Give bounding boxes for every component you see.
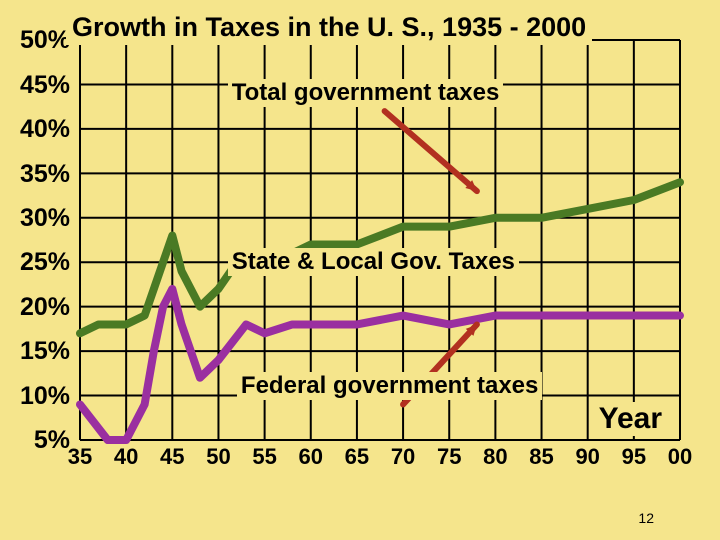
series-label-state_local: State & Local Gov. Taxes	[228, 248, 519, 276]
y-tick-label: 10%	[0, 382, 70, 411]
x-tick-label: 00	[660, 444, 700, 470]
x-tick-label: 55	[245, 444, 285, 470]
y-tick-label: 25%	[0, 248, 70, 277]
y-tick-label: 50%	[0, 26, 70, 55]
y-tick-label: 15%	[0, 337, 70, 366]
x-tick-label: 60	[291, 444, 331, 470]
slide: 50%45%40%35%30%25%20%15%10%5%35404550556…	[0, 0, 720, 540]
y-tick-label: 35%	[0, 160, 70, 189]
x-tick-label: 85	[522, 444, 562, 470]
x-tick-label: 65	[337, 444, 377, 470]
x-tick-label: 90	[568, 444, 608, 470]
slide-number: 12	[638, 510, 654, 526]
y-tick-label: 20%	[0, 293, 70, 322]
x-tick-label: 40	[106, 444, 146, 470]
series-label-federal: Federal government taxes	[237, 372, 542, 400]
x-tick-label: 70	[383, 444, 423, 470]
x-tick-label: 75	[429, 444, 469, 470]
x-axis-title: Year	[595, 402, 666, 436]
x-tick-label: 45	[152, 444, 192, 470]
y-tick-label: 45%	[0, 71, 70, 100]
x-tick-label: 95	[614, 444, 654, 470]
chart-title: Growth in Taxes in the U. S., 1935 - 200…	[66, 10, 592, 45]
x-tick-label: 80	[475, 444, 515, 470]
x-tick-label: 35	[60, 444, 100, 470]
series-state_local	[80, 289, 680, 440]
y-tick-label: 40%	[0, 115, 70, 144]
y-tick-label: 30%	[0, 204, 70, 233]
x-tick-label: 50	[198, 444, 238, 470]
arrow	[385, 111, 477, 191]
series-label-total: Total government taxes	[228, 79, 504, 107]
